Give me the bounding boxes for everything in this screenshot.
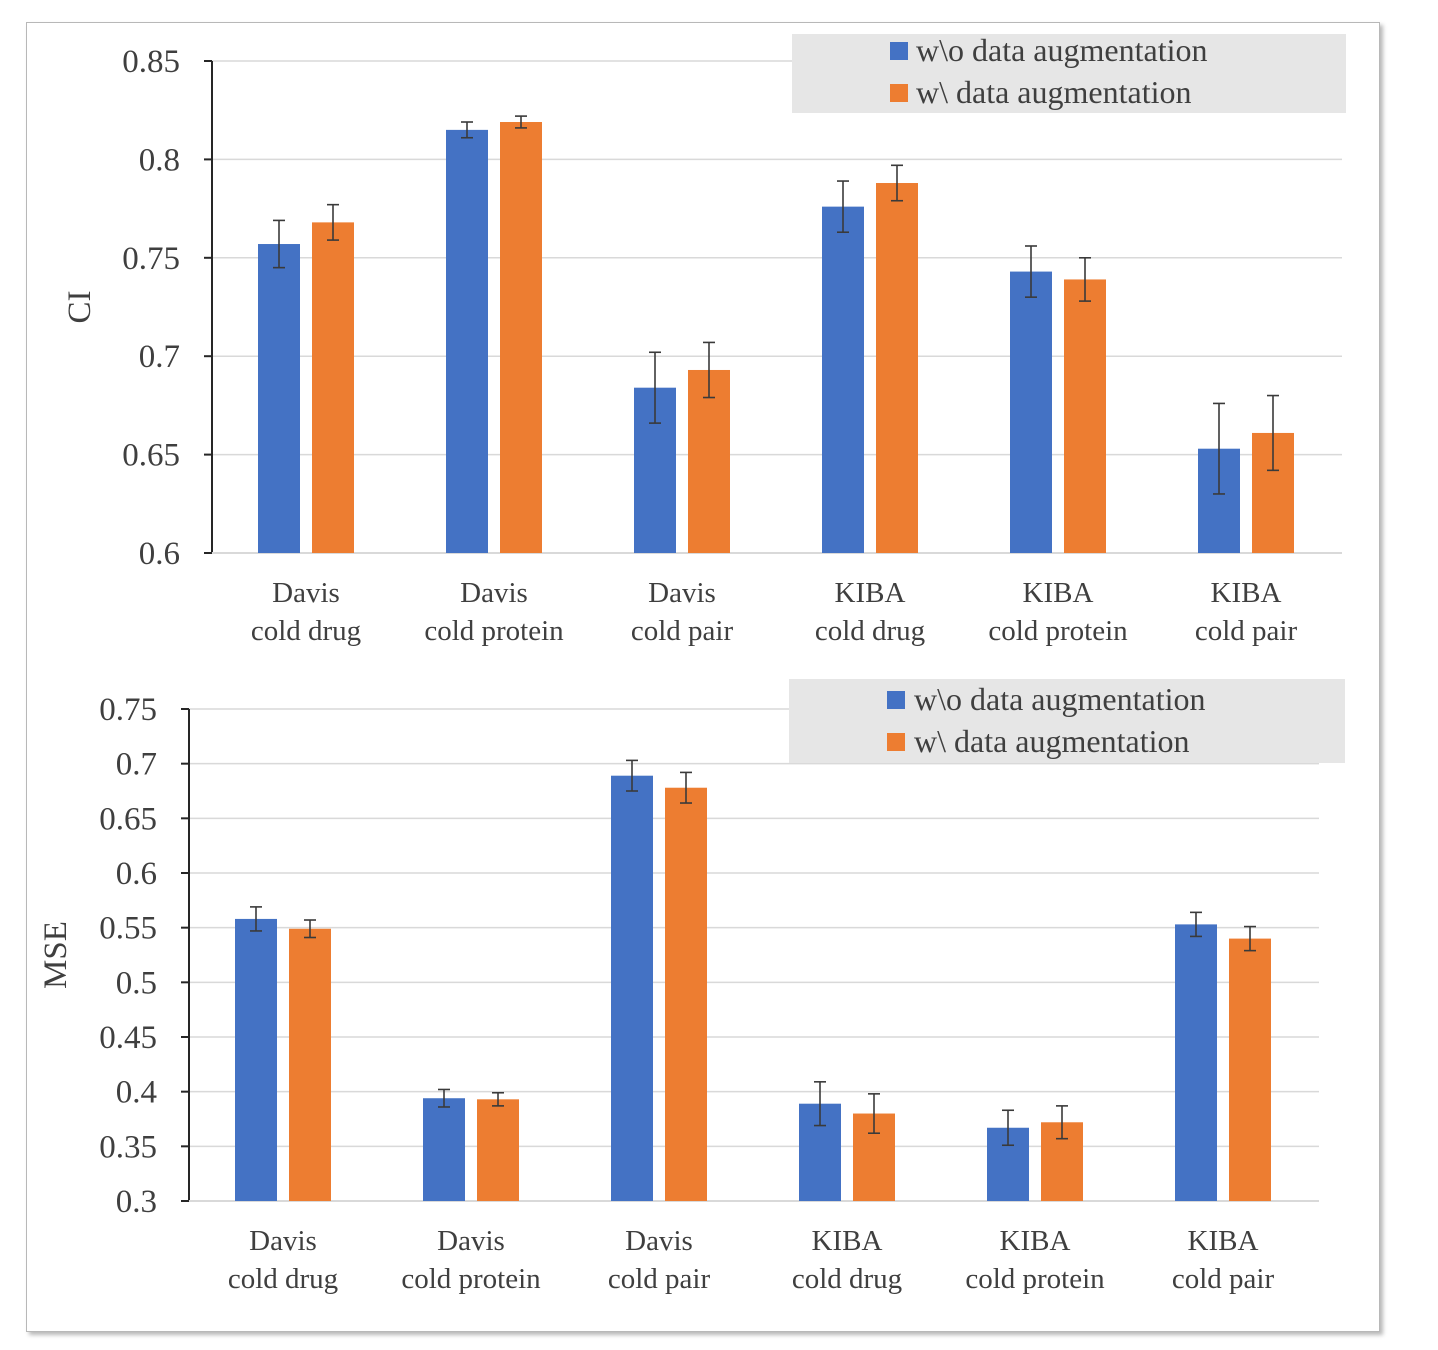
bar <box>235 918 277 1201</box>
x-tick-label: cold pair <box>608 1263 711 1295</box>
bar <box>477 1099 519 1201</box>
x-tick-label: cold protein <box>401 1263 541 1295</box>
bar <box>876 183 918 554</box>
bar <box>688 369 730 553</box>
x-tick-label: Davis <box>625 1225 693 1257</box>
y-axis-label: CI <box>62 291 98 324</box>
x-tick-label: cold pair <box>1172 1263 1275 1295</box>
y-tick-label: 0.4 <box>116 1075 157 1111</box>
y-tick-label: 0.7 <box>116 747 157 783</box>
x-tick-label: cold drug <box>792 1263 902 1295</box>
y-tick-label: 0.65 <box>122 438 180 474</box>
bar <box>258 244 300 554</box>
x-tick-label: KIBA <box>1023 577 1094 609</box>
x-tick-label: cold drug <box>228 1263 338 1295</box>
bar <box>1064 279 1106 553</box>
legend-swatch <box>887 691 905 709</box>
x-tick-label: KIBA <box>1000 1225 1071 1257</box>
x-tick-label: Davis <box>648 577 716 609</box>
y-tick-label: 0.8 <box>139 142 180 178</box>
bar <box>423 1098 465 1201</box>
bar <box>822 206 864 553</box>
y-tick-label: 0.5 <box>116 965 157 1001</box>
x-tick-label: cold protein <box>988 615 1128 647</box>
bar <box>611 775 653 1201</box>
y-tick-label: 0.3 <box>116 1184 157 1220</box>
legend-swatch <box>887 733 905 751</box>
bar <box>1175 924 1217 1201</box>
y-tick-label: 0.75 <box>122 241 180 277</box>
legend-box <box>792 34 1346 113</box>
y-tick-label: 0.35 <box>99 1129 157 1165</box>
bar <box>500 122 542 554</box>
legend-label: w\o data augmentation <box>916 32 1207 68</box>
y-tick-label: 0.65 <box>99 801 157 837</box>
x-tick-label: KIBA <box>812 1225 883 1257</box>
x-tick-label: cold protein <box>965 1263 1105 1295</box>
x-tick-label: Davis <box>272 577 340 609</box>
y-tick-label: 0.55 <box>99 911 157 947</box>
legend-label: w\ data augmentation <box>916 74 1191 110</box>
ci-chart: 0.6 0.65 0.7 0.75 0.8 0.85 CI Davis cold drug Dav… <box>62 32 1346 647</box>
x-tick-label: KIBA <box>835 577 906 609</box>
y-tick-label: 0.6 <box>139 536 180 572</box>
y-axis-label: MSE <box>38 921 74 989</box>
y-tick-label: 0.75 <box>99 692 157 728</box>
y-tick-label: 0.45 <box>99 1020 157 1056</box>
x-tick-label: Davis <box>437 1225 505 1257</box>
legend-box <box>789 679 1345 763</box>
x-tick-label: cold protein <box>424 615 564 647</box>
legend-swatch <box>890 84 908 102</box>
bar <box>1010 271 1052 553</box>
x-tick-label: cold pair <box>631 615 734 647</box>
legend-label: w\o data augmentation <box>914 681 1205 717</box>
x-tick-label: Davis <box>249 1225 317 1257</box>
y-tick-label: 0.7 <box>139 339 180 375</box>
y-tick-label: 0.85 <box>122 44 180 80</box>
mse-chart: 0.3 0.35 0.4 0.45 0.5 0.55 0.6 0.65 0.7 0.75 MSE Da… <box>38 679 1345 1295</box>
y-tick-label: 0.6 <box>116 856 157 892</box>
legend-label: w\ data augmentation <box>914 723 1189 759</box>
bar <box>289 928 331 1201</box>
x-tick-label: KIBA <box>1188 1225 1259 1257</box>
x-tick-label: cold drug <box>815 615 925 647</box>
bar <box>1229 938 1271 1201</box>
x-tick-label: cold pair <box>1195 615 1298 647</box>
legend-swatch <box>890 42 908 60</box>
bar <box>446 129 488 553</box>
x-tick-label: KIBA <box>1211 577 1282 609</box>
x-tick-label: Davis <box>460 577 528 609</box>
bar <box>665 787 707 1201</box>
x-tick-label: cold drug <box>251 615 361 647</box>
bar <box>312 222 354 553</box>
